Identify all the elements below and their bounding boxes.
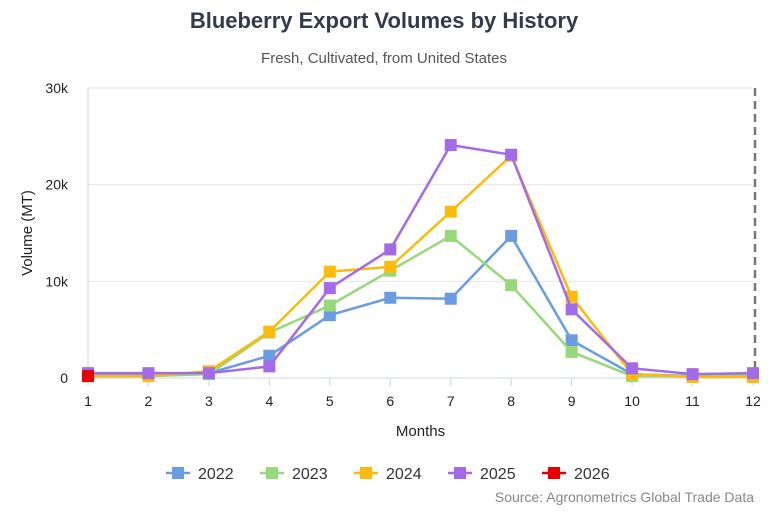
- data-point-2025: [626, 362, 639, 375]
- legend-label: 2022: [198, 466, 234, 483]
- x-tick-label: 11: [685, 393, 700, 409]
- legend-item-2023[interactable]: 2023: [260, 466, 328, 483]
- series-line-2023: [88, 234, 754, 378]
- x-tick-label: 6: [386, 393, 394, 409]
- data-point-2022: [565, 334, 578, 347]
- legend-label: 2023: [292, 466, 328, 483]
- data-point-2025: [202, 367, 215, 380]
- data-point-2025: [384, 243, 397, 256]
- y-tick-label: 10k: [45, 273, 69, 289]
- y-tick-label: 0: [60, 370, 68, 386]
- legend-item-2025[interactable]: 2025: [448, 466, 516, 483]
- data-point-2025: [565, 303, 578, 316]
- data-point-2024: [263, 325, 276, 338]
- legend-item-2024[interactable]: 2024: [354, 466, 422, 483]
- legend-label: 2024: [386, 466, 422, 483]
- series-line-2024: [88, 153, 753, 379]
- data-point-2024: [444, 205, 457, 218]
- chart-subtitle: Fresh, Cultivated, from United States: [261, 50, 507, 67]
- x-tick-label: 10: [624, 393, 640, 409]
- data-point-2024: [384, 260, 397, 273]
- y-tick-label: 20k: [45, 177, 69, 193]
- x-axis-label: Months: [396, 423, 445, 440]
- series-line-2025: [88, 143, 754, 376]
- legend-marker-icon: [172, 467, 184, 479]
- data-point-2025: [747, 367, 759, 380]
- x-tick-label: 5: [326, 393, 334, 409]
- legend-marker-icon: [454, 467, 466, 479]
- legend-item-2022[interactable]: 2022: [166, 466, 234, 483]
- data-point-2022: [444, 292, 457, 305]
- x-tick-label: 4: [265, 393, 273, 409]
- x-tick-label: 9: [568, 393, 576, 409]
- y-tick-label: 30k: [45, 80, 69, 96]
- x-tick-label: 12: [745, 393, 761, 409]
- data-point-2025: [444, 139, 457, 152]
- data-point-2025: [505, 148, 518, 161]
- data-point-2025: [263, 360, 276, 373]
- chart-title: Blueberry Export Volumes by History: [189, 8, 579, 33]
- series-2025: [82, 139, 759, 381]
- data-point-2022: [263, 349, 276, 362]
- data-point-2026: [82, 370, 94, 383]
- data-point-2023: [565, 345, 578, 358]
- data-point-2023: [444, 229, 457, 242]
- legend-item-2026[interactable]: 2026: [542, 466, 610, 483]
- x-tick-label: 8: [507, 393, 515, 409]
- data-point-2023: [505, 279, 518, 292]
- data-point-2022: [384, 291, 397, 304]
- x-tick-label: 1: [84, 393, 92, 409]
- legend-marker-icon: [360, 467, 372, 479]
- data-point-2022: [505, 229, 518, 242]
- x-tick-label: 2: [145, 393, 153, 409]
- legend-label: 2026: [574, 466, 610, 483]
- x-tick-label: 7: [447, 393, 455, 409]
- y-axis-label: Volume (MT): [19, 190, 36, 276]
- legend-marker-icon: [266, 467, 278, 479]
- data-point-2022: [323, 309, 336, 322]
- x-tick-label: 3: [205, 393, 213, 409]
- legend-marker-icon: [548, 467, 560, 479]
- data-point-2025: [686, 368, 699, 381]
- data-point-2024: [323, 265, 336, 278]
- series-line-2022: [88, 233, 754, 378]
- data-point-2025: [142, 367, 155, 380]
- legend-label: 2025: [480, 466, 516, 483]
- data-point-2025: [323, 282, 336, 295]
- series-2026: [82, 370, 94, 383]
- series-2023: [82, 229, 759, 383]
- source-credit: Source: Agronometrics Global Trade Data: [494, 489, 754, 505]
- data-point-2023: [323, 299, 336, 312]
